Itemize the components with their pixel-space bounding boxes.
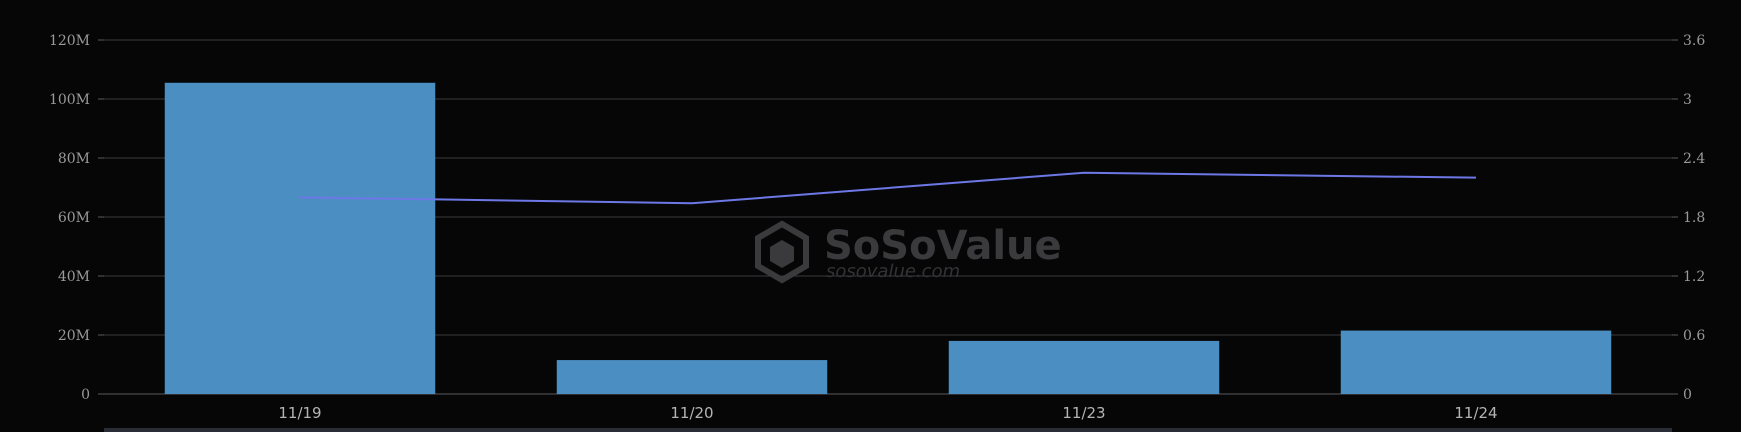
bar[interactable] <box>1340 330 1612 394</box>
x-tick-label: 11/19 <box>278 404 321 422</box>
bar[interactable] <box>556 360 828 394</box>
x-axis: 11/19 11/20 11/23 11/24 <box>278 404 1497 422</box>
left-tick-label: 80M <box>58 151 90 167</box>
watermark: SoSoValue sosovalue.com <box>755 220 1062 284</box>
left-axis: 0 20M 40M 60M 80M 100M 120M <box>49 33 104 403</box>
watermark-brand: SoSoValue <box>824 223 1062 269</box>
right-tick-label: 0.6 <box>1683 328 1705 344</box>
x-tick-label: 11/23 <box>1062 404 1105 422</box>
bar[interactable] <box>164 82 436 395</box>
x-tick-label: 11/24 <box>1454 404 1497 422</box>
line-series <box>299 171 1477 205</box>
right-tick-label: 0 <box>1683 387 1692 403</box>
right-axis: 0 0.6 1.2 1.8 2.4 3 3.6 <box>1672 33 1705 403</box>
series-line <box>299 171 1477 205</box>
x-tick-label: 11/20 <box>670 404 713 422</box>
left-tick-label: 40M <box>58 269 90 285</box>
right-tick-label: 3 <box>1683 92 1692 108</box>
right-tick-label: 3.6 <box>1683 33 1705 49</box>
bar[interactable] <box>948 340 1220 394</box>
right-tick-label: 1.8 <box>1683 210 1705 226</box>
zoom-scrollbar[interactable] <box>104 428 1672 432</box>
right-tick-label: 2.4 <box>1683 151 1705 167</box>
left-tick-label: 120M <box>49 33 90 49</box>
left-tick-label: 60M <box>58 210 90 226</box>
right-tick-label: 1.2 <box>1683 269 1705 285</box>
left-tick-label: 20M <box>58 328 90 344</box>
watermark-url: sosovalue.com <box>826 261 960 282</box>
left-tick-label: 100M <box>49 92 90 108</box>
sosovalue-logo-icon <box>755 220 809 284</box>
left-tick-label: 0 <box>81 387 90 403</box>
bar-series <box>164 82 1612 395</box>
